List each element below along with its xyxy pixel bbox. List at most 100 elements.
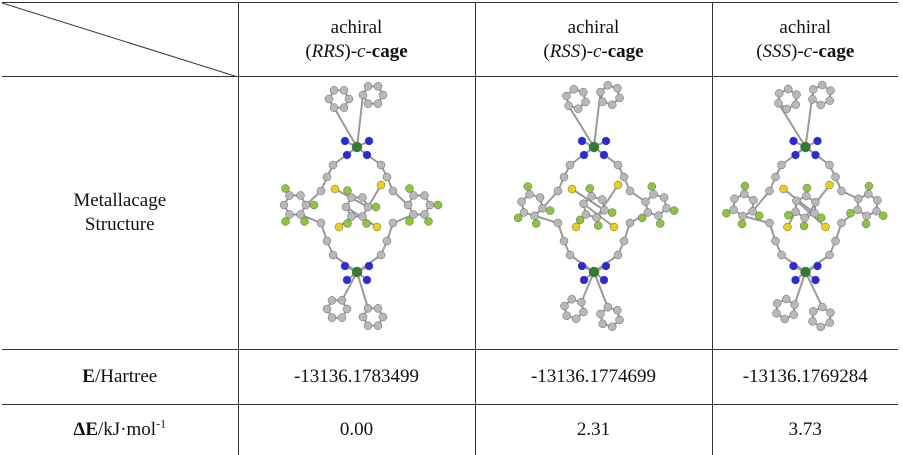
atom (338, 314, 346, 322)
atom (331, 185, 339, 193)
page: achiral(RRS)-c-cage achiral(RSS)-c-cage … (0, 0, 903, 449)
text-run: c (804, 41, 812, 62)
atom (803, 184, 811, 192)
atom (560, 173, 568, 181)
text-run: cage (372, 41, 408, 62)
atom (352, 267, 362, 277)
text-run: ΔE (73, 419, 98, 440)
header-line: achiral (713, 16, 899, 40)
atom (749, 196, 757, 204)
atom (670, 207, 678, 215)
atom (862, 212, 870, 220)
atom (579, 308, 587, 316)
structure-cell (712, 77, 898, 350)
atom (809, 85, 817, 93)
atom (765, 219, 773, 227)
atom (328, 296, 336, 304)
atom (613, 84, 621, 92)
atom (641, 198, 649, 206)
value-cell: 2.31 (475, 405, 712, 455)
atom (323, 305, 331, 313)
atom (784, 211, 792, 219)
atom (818, 81, 826, 89)
atom (589, 267, 599, 277)
atom (598, 98, 606, 106)
atom (343, 305, 351, 313)
atom (343, 219, 351, 227)
atom (341, 262, 349, 270)
atom (831, 237, 839, 245)
atom (342, 203, 350, 211)
atom (600, 206, 608, 214)
atom (608, 209, 616, 217)
atom (374, 100, 382, 108)
atom (873, 196, 881, 204)
atom (340, 104, 348, 112)
atom (517, 198, 525, 206)
atom (626, 219, 634, 227)
atom (837, 187, 845, 195)
atom (285, 211, 293, 219)
text-run: /Hartree (95, 366, 157, 387)
atom (813, 137, 821, 145)
text-run: )- (580, 41, 593, 62)
atom (426, 201, 434, 209)
atom (773, 299, 781, 307)
atom (566, 161, 574, 169)
atom (379, 91, 387, 99)
column-header: achiral(RRS)-c-cage (238, 3, 475, 77)
atom (783, 223, 791, 231)
atom (837, 219, 845, 227)
atom (587, 192, 595, 200)
atom (523, 182, 531, 190)
row-label: E/Hartree (2, 350, 238, 405)
atom (613, 306, 621, 314)
text-run: cage (818, 41, 854, 62)
atom (405, 185, 413, 193)
bond (357, 95, 363, 147)
atom (800, 214, 808, 222)
atom (310, 201, 318, 209)
atom (598, 320, 606, 328)
atom (809, 307, 817, 315)
atom (662, 204, 670, 212)
value-cell: 3.73 (712, 405, 898, 455)
atom (576, 216, 584, 224)
atom (580, 151, 588, 159)
atom (379, 313, 387, 321)
atom (562, 92, 570, 100)
atom (525, 190, 533, 198)
atom (598, 196, 606, 204)
atom (377, 251, 385, 259)
structure-cell (475, 77, 712, 350)
atom (816, 323, 824, 331)
atom (592, 214, 600, 222)
atom (660, 194, 668, 202)
atom (608, 323, 616, 331)
atom (808, 95, 816, 103)
atom (791, 208, 799, 216)
atom (600, 276, 608, 284)
atom (285, 191, 293, 199)
atom (564, 102, 572, 110)
data-table: achiral(RRS)-c-cage achiral(RSS)-c-cage … (2, 2, 898, 455)
atom (614, 251, 622, 259)
atom (825, 251, 833, 259)
atom (722, 209, 730, 217)
atom (589, 142, 599, 152)
row-label: ΔE/kJ·mol-1 (2, 405, 238, 455)
atom (328, 314, 336, 322)
atom (572, 315, 580, 323)
atom (608, 101, 616, 109)
atom (792, 197, 800, 205)
atom (638, 214, 646, 222)
structure-cell (238, 77, 475, 350)
atom (566, 251, 574, 259)
atom (343, 151, 351, 159)
atom (536, 194, 544, 202)
atom (560, 237, 568, 245)
molecule (713, 77, 898, 342)
atom (614, 181, 622, 189)
diagonal (2, 3, 238, 77)
atom (620, 173, 628, 181)
